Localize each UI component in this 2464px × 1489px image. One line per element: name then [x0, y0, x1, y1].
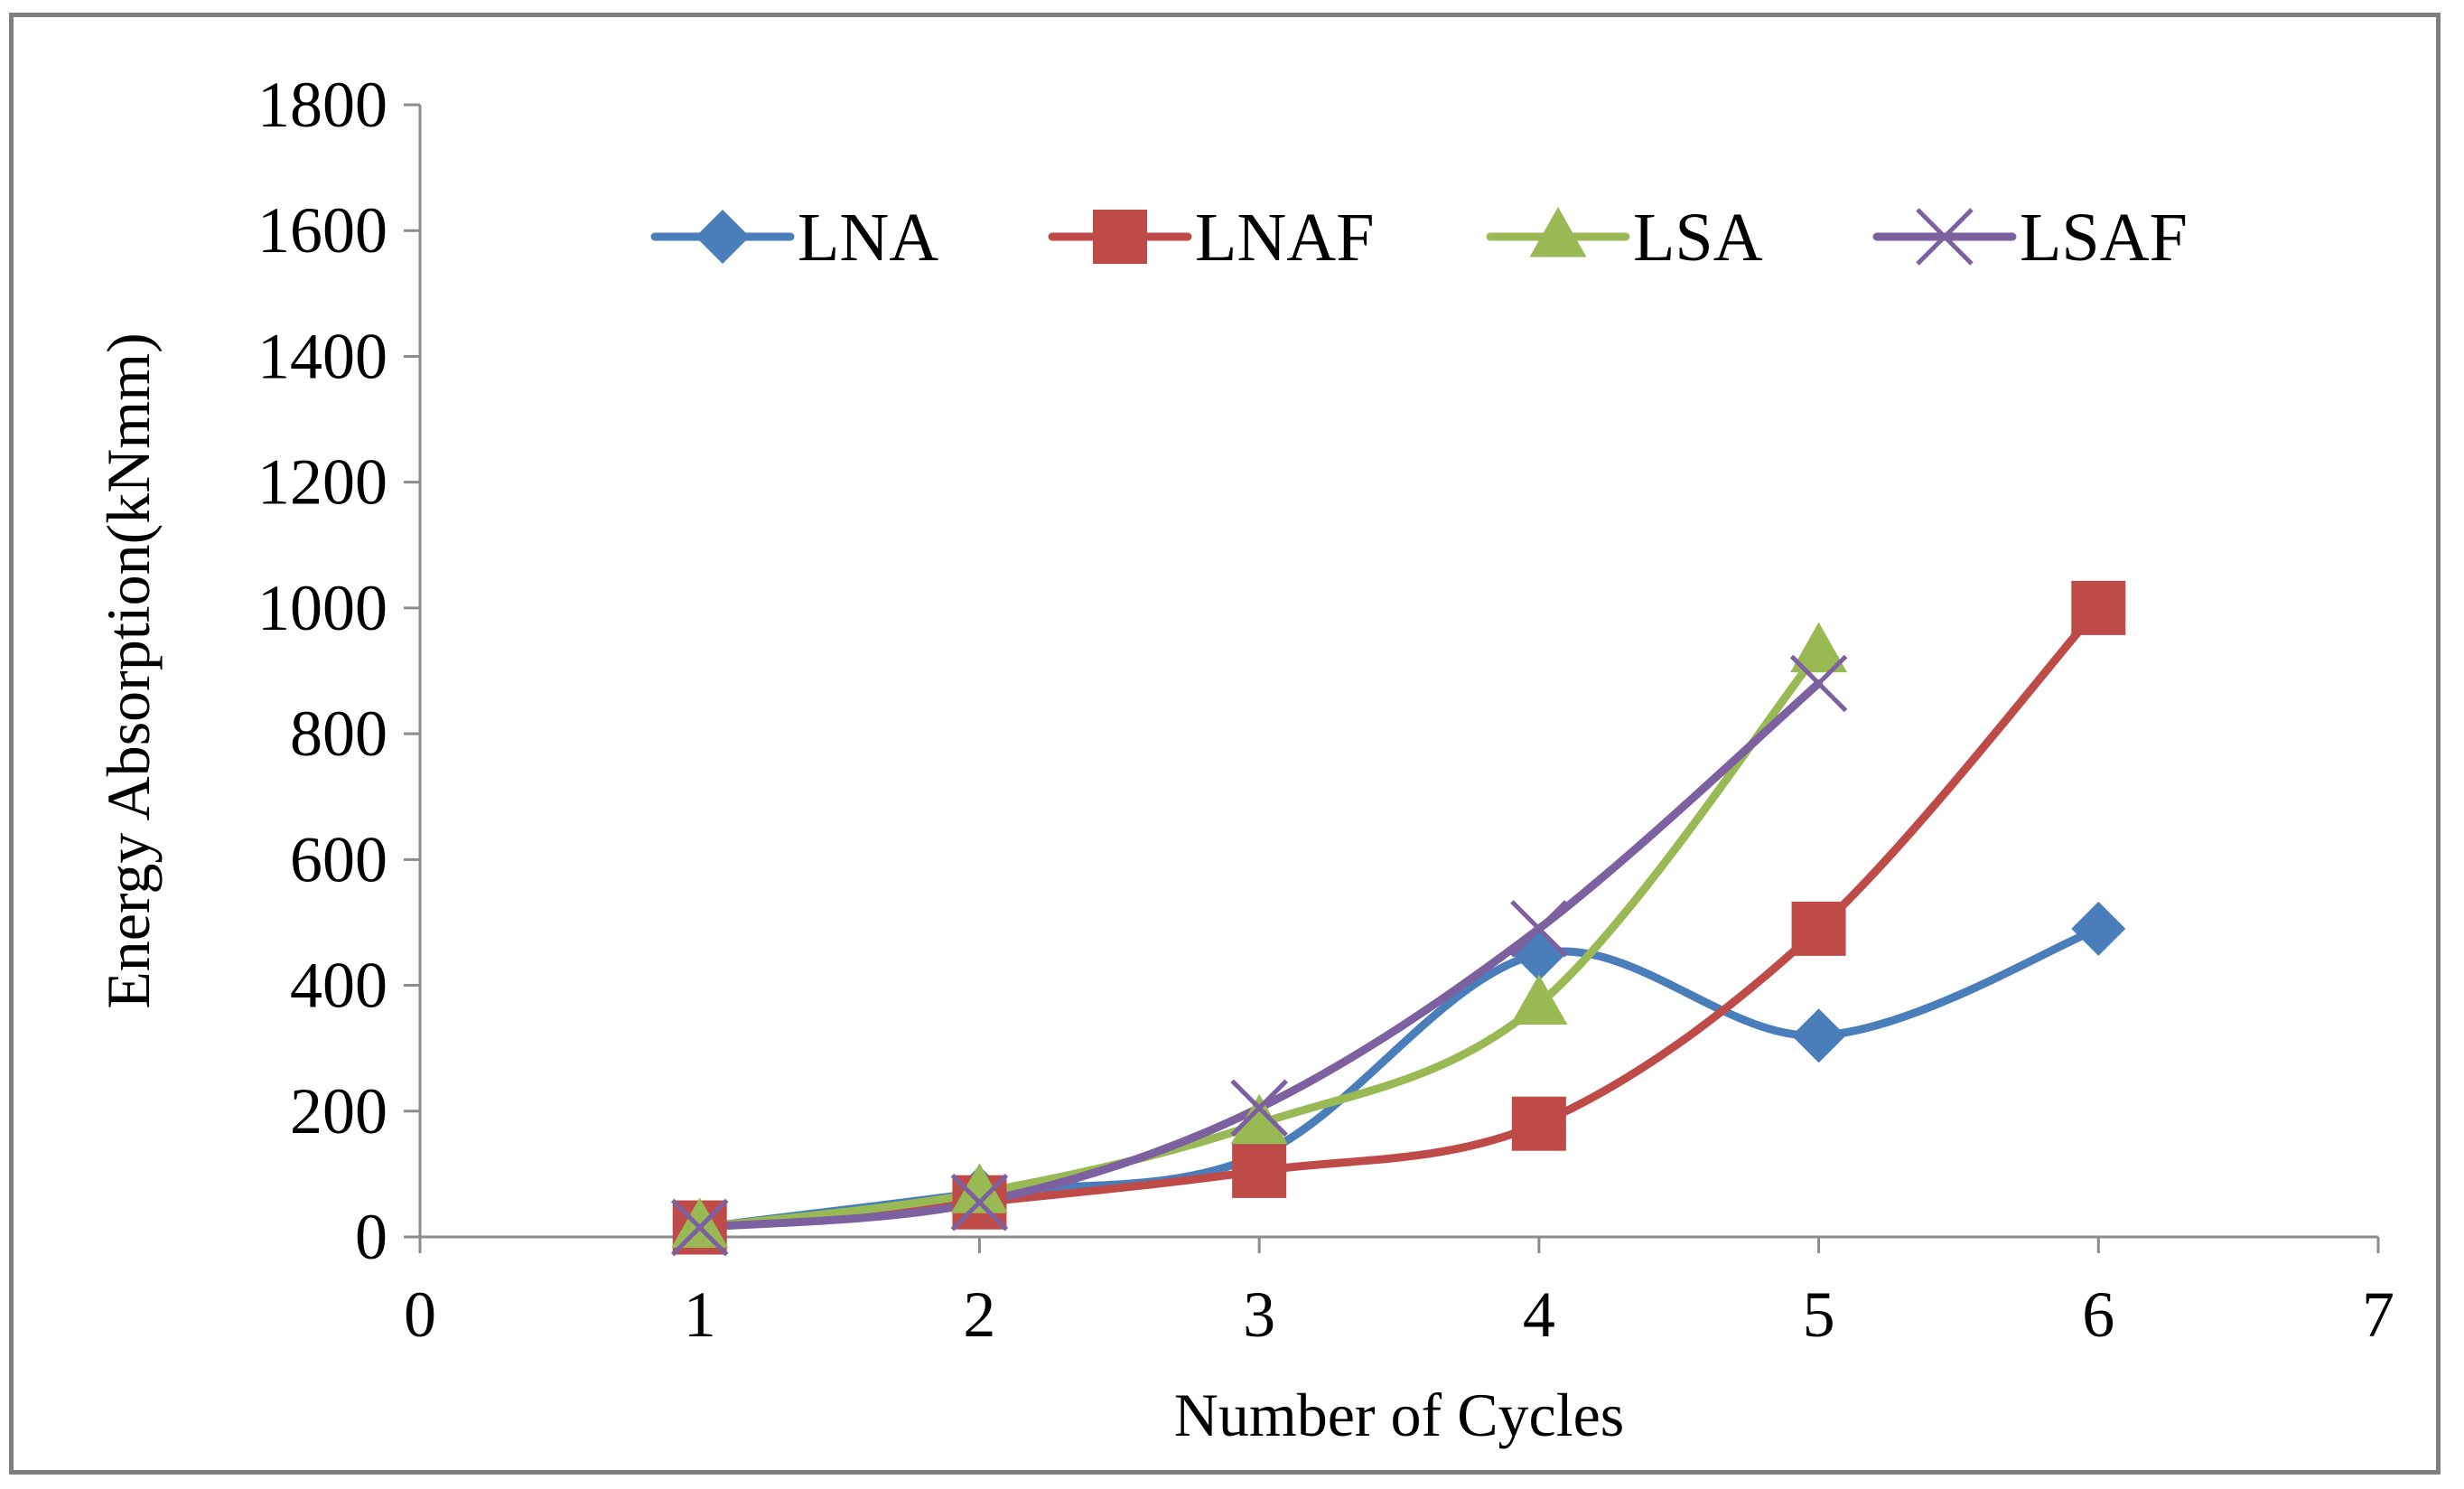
chart-frame: 0 200 400 600 800 1000 1200 1400 1600 1800 0 1 2 3 4 5 6… — [9, 13, 2441, 1475]
y-tick-label: 1000 — [257, 572, 387, 644]
marker-stroke — [950, 1173, 1009, 1231]
data-point-lna-4 — [1511, 926, 1566, 981]
y-tick-label: 1400 — [257, 320, 387, 392]
marker-stroke — [670, 1198, 729, 1257]
legend-label-lnaf: LNAF — [1195, 200, 1374, 276]
legend-label-lsaf: LSAF — [2020, 200, 2188, 276]
y-tick-label: 800 — [290, 698, 387, 770]
data-point-lsaf-2 — [950, 1173, 1009, 1231]
data-point-lnaf-4 — [1511, 1096, 1566, 1151]
series-line-lsaf — [695, 679, 1824, 1232]
legend-label-lsa: LSA — [1633, 200, 1763, 276]
legend-item-lsaf: LSAF — [1872, 200, 2188, 276]
legend-marker-lnaf — [1093, 210, 1147, 264]
legend-marker-lsa — [1529, 207, 1587, 258]
y-tick-label: 1200 — [257, 446, 387, 519]
legend-item-lnaf: LNAF — [1048, 200, 1374, 276]
data-point-lnaf-6 — [2071, 580, 2126, 635]
legend-marker-lsaf — [1916, 208, 1974, 266]
x-tick-label: 0 — [404, 1278, 436, 1351]
y-tick-label: 600 — [290, 823, 387, 895]
axes: 0 200 400 600 800 1000 1200 1400 1600 1800 0 1 2 3 4 5 6… — [257, 69, 2394, 1351]
data-point-lsa-5 — [1790, 622, 1848, 673]
y-tick-label: 200 — [290, 1075, 387, 1147]
marker-stroke — [1789, 654, 1848, 713]
series-line-lsa — [695, 648, 1824, 1232]
x-tick-label: 7 — [2362, 1278, 2394, 1351]
data-point-lnaf-3 — [1232, 1143, 1287, 1198]
series-lines — [695, 604, 2103, 1232]
marker-stroke — [1916, 208, 1974, 266]
x-tick-label: 2 — [963, 1278, 995, 1351]
line-chart: 0 200 400 600 800 1000 1200 1400 1600 1800 0 1 2 3 4 5 6… — [94, 69, 2394, 1449]
legend-item-lsa: LSA — [1486, 200, 1763, 276]
y-tick-label: 1800 — [257, 69, 387, 141]
data-point-lsaf-1 — [670, 1198, 729, 1257]
y-tick-label: 400 — [290, 950, 387, 1022]
x-tick-label: 5 — [1803, 1278, 1835, 1351]
data-point-lsa-3 — [1230, 1093, 1288, 1145]
y-tick-label: 0 — [355, 1201, 387, 1273]
data-point-lsa-1 — [671, 1197, 729, 1249]
legend: LNA LNAF LSA LSAF — [650, 200, 2188, 276]
x-tick-label: 4 — [1523, 1278, 1555, 1351]
data-point-lsa-2 — [950, 1163, 1008, 1213]
data-point-lsaf-4 — [1510, 900, 1568, 958]
legend-item-lna: LNA — [650, 200, 938, 276]
data-point-lnaf-5 — [1791, 901, 1846, 956]
x-tick-label: 6 — [2082, 1278, 2114, 1351]
marker-stroke — [1230, 1079, 1288, 1138]
data-point-lna-5 — [1791, 1008, 1846, 1063]
data-point-lsaf-5 — [1789, 654, 1848, 713]
data-point-lsaf-3 — [1230, 1079, 1288, 1138]
legend-marker-lna — [695, 210, 750, 264]
data-point-lna-6 — [2071, 901, 2126, 956]
marker-stroke — [1510, 900, 1568, 958]
series-line-lnaf — [695, 604, 2103, 1232]
legend-label-lna: LNA — [798, 200, 938, 276]
x-axis-title: Number of Cycles — [1174, 1381, 1625, 1449]
x-tick-label: 1 — [684, 1278, 716, 1351]
series-markers — [670, 580, 2126, 1257]
y-tick-label: 1600 — [257, 194, 387, 267]
data-point-lsa-4 — [1510, 974, 1568, 1025]
x-tick-label: 3 — [1243, 1278, 1275, 1351]
y-axis-title: Energy Absorption(kNmm) — [94, 332, 163, 1009]
